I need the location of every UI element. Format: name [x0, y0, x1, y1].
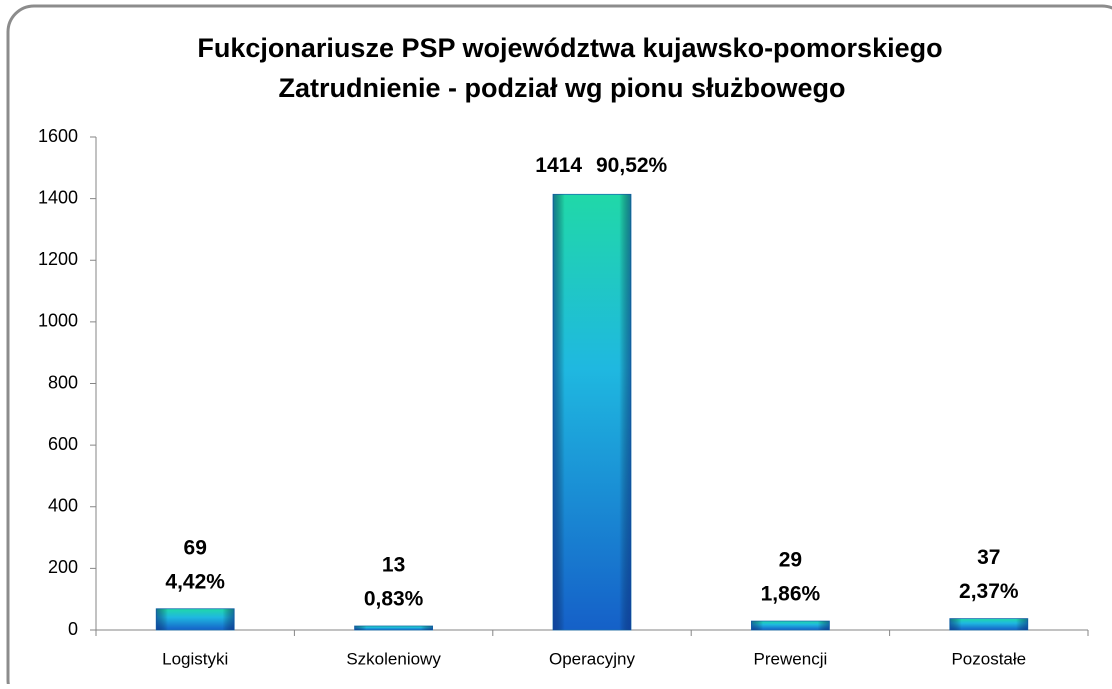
percent-label: 1,86% [761, 583, 821, 606]
percent-label: 4,42% [165, 570, 225, 593]
x-tick-label: Operacyjny [549, 649, 635, 668]
bar-shade [949, 618, 1028, 630]
x-tick-label: Logistyki [162, 649, 228, 668]
y-tick-label: 1400 [38, 187, 78, 207]
chart-title: Fukcjonariusze PSP województwa kujawsko-… [197, 33, 942, 63]
bar-shade [553, 194, 631, 630]
percent-label: 2,37% [959, 580, 1019, 603]
y-tick-label: 0 [68, 619, 78, 639]
chart-subtitle: Zatrudnienie - podział wg pionu służbowe… [279, 73, 846, 103]
y-tick-label: 1000 [38, 311, 78, 331]
value-label: 37 [977, 546, 1000, 569]
x-tick-label: Prewencji [754, 649, 828, 668]
y-tick-label: 400 [48, 496, 78, 516]
value-label: 1414 [535, 154, 582, 177]
bar-shade [156, 608, 235, 630]
percent-label: 0,83% [364, 588, 424, 611]
y-tick-label: 600 [48, 434, 78, 454]
y-tick-label: 800 [48, 372, 78, 392]
value-label: 13 [382, 554, 405, 577]
y-tick-label: 1200 [38, 249, 78, 269]
y-tick-label: 200 [48, 557, 78, 577]
x-tick-label: Pozostałe [951, 649, 1026, 668]
y-tick-label: 1600 [38, 126, 78, 146]
bar-shade [354, 625, 433, 630]
percent-label: 90,52% [596, 154, 668, 177]
value-label: 69 [184, 536, 207, 559]
value-label: 29 [779, 549, 802, 572]
x-tick-label: Szkoleniowy [346, 649, 441, 668]
bar-shade [751, 621, 830, 630]
